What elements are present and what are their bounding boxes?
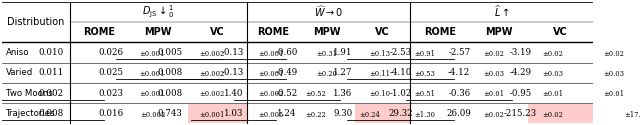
Text: ±0.002: ±0.002 bbox=[140, 111, 165, 119]
Text: Varied: Varied bbox=[6, 68, 33, 77]
Text: ±0.53: ±0.53 bbox=[415, 70, 436, 78]
Text: ROME: ROME bbox=[424, 27, 456, 37]
Text: ±0.002: ±0.002 bbox=[199, 50, 224, 58]
Text: ±0.10: ±0.10 bbox=[370, 90, 390, 98]
Text: ±0.001: ±0.001 bbox=[258, 50, 284, 58]
Text: ±0.001: ±0.001 bbox=[199, 111, 224, 119]
Text: -0.13: -0.13 bbox=[222, 48, 244, 57]
Text: ±0.03: ±0.03 bbox=[603, 70, 624, 78]
Text: ±0.01: ±0.01 bbox=[603, 90, 624, 98]
Text: -1.02: -1.02 bbox=[390, 89, 412, 98]
Text: Distribution: Distribution bbox=[7, 17, 64, 27]
Text: ±17.6: ±17.6 bbox=[625, 111, 640, 119]
Text: $\widehat{L} \uparrow$: $\widehat{L} \uparrow$ bbox=[494, 4, 509, 20]
Text: 1.40: 1.40 bbox=[223, 89, 243, 98]
Text: ±0.31: ±0.31 bbox=[316, 50, 337, 58]
Text: $D_{\mathrm{JS}} \downarrow_0^1$: $D_{\mathrm{JS}} \downarrow_0^1$ bbox=[142, 4, 175, 20]
Text: ±0.002: ±0.002 bbox=[199, 90, 224, 98]
Text: ±0.01: ±0.01 bbox=[483, 90, 504, 98]
Text: ±0.02: ±0.02 bbox=[483, 50, 504, 58]
Text: 9.30: 9.30 bbox=[333, 109, 352, 118]
Text: ±0.22: ±0.22 bbox=[305, 111, 326, 119]
Text: 29.32: 29.32 bbox=[388, 109, 413, 118]
Text: -0.52: -0.52 bbox=[276, 89, 298, 98]
FancyBboxPatch shape bbox=[188, 104, 247, 123]
Text: 0.011: 0.011 bbox=[38, 68, 64, 77]
Text: 0.026: 0.026 bbox=[98, 48, 123, 57]
Text: ±0.52: ±0.52 bbox=[305, 90, 326, 98]
Text: MPW: MPW bbox=[313, 27, 340, 37]
FancyBboxPatch shape bbox=[527, 104, 593, 123]
Text: ±0.01: ±0.01 bbox=[542, 90, 563, 98]
Text: -4.10: -4.10 bbox=[390, 68, 412, 77]
Text: -215.23: -215.23 bbox=[504, 109, 537, 118]
Text: ±0.24: ±0.24 bbox=[359, 111, 380, 119]
Text: Aniso: Aniso bbox=[6, 48, 30, 57]
Text: -4.29: -4.29 bbox=[509, 68, 532, 77]
Text: VC: VC bbox=[375, 27, 390, 37]
Text: 0.010: 0.010 bbox=[38, 48, 64, 57]
Text: ±0.03: ±0.03 bbox=[542, 70, 563, 78]
Text: 1.27: 1.27 bbox=[333, 68, 353, 77]
Text: ±0.02: ±0.02 bbox=[603, 50, 624, 58]
Text: 1.24: 1.24 bbox=[277, 109, 297, 118]
Text: ±0.002: ±0.002 bbox=[258, 90, 284, 98]
Text: ROME: ROME bbox=[257, 27, 289, 37]
Text: ±0.02: ±0.02 bbox=[542, 50, 563, 58]
Text: -4.12: -4.12 bbox=[448, 68, 470, 77]
Text: ±0.11: ±0.11 bbox=[370, 70, 390, 78]
Text: 0.002: 0.002 bbox=[39, 89, 64, 98]
Text: 0.005: 0.005 bbox=[157, 48, 182, 57]
Text: ±0.002: ±0.002 bbox=[199, 70, 224, 78]
Text: 0.025: 0.025 bbox=[98, 68, 123, 77]
Text: ±0.001: ±0.001 bbox=[140, 50, 165, 58]
Text: ±0.005: ±0.005 bbox=[258, 111, 284, 119]
Text: 26.09: 26.09 bbox=[447, 109, 472, 118]
Text: MPW: MPW bbox=[485, 27, 513, 37]
Text: -2.57: -2.57 bbox=[448, 48, 470, 57]
Text: ±0.91: ±0.91 bbox=[415, 50, 436, 58]
Text: 0.743: 0.743 bbox=[157, 109, 182, 118]
Text: 1.91: 1.91 bbox=[333, 48, 353, 57]
Text: ROME: ROME bbox=[83, 27, 115, 37]
Text: ±0.03: ±0.03 bbox=[483, 70, 504, 78]
Text: -0.13: -0.13 bbox=[222, 68, 244, 77]
Text: $\widehat{W} \rightarrow 0$: $\widehat{W} \rightarrow 0$ bbox=[314, 4, 343, 19]
FancyBboxPatch shape bbox=[355, 104, 410, 123]
Text: ±0.001: ±0.001 bbox=[258, 70, 284, 78]
Text: Two Moons: Two Moons bbox=[6, 89, 53, 98]
Text: VC: VC bbox=[210, 27, 225, 37]
Text: ±0.001: ±0.001 bbox=[140, 70, 165, 78]
Text: ±0.13: ±0.13 bbox=[370, 50, 390, 58]
Text: ±0.51: ±0.51 bbox=[415, 90, 436, 98]
Text: ±0.02: ±0.02 bbox=[483, 111, 504, 119]
Text: ±0.001: ±0.001 bbox=[140, 90, 165, 98]
Text: -0.36: -0.36 bbox=[448, 89, 470, 98]
Text: 0.008: 0.008 bbox=[157, 68, 182, 77]
Text: 0.008: 0.008 bbox=[38, 109, 64, 118]
Text: -3.19: -3.19 bbox=[509, 48, 532, 57]
Text: -0.60: -0.60 bbox=[276, 48, 298, 57]
Text: ±0.02: ±0.02 bbox=[542, 111, 563, 119]
Text: MPW: MPW bbox=[145, 27, 172, 37]
Text: ±0.20: ±0.20 bbox=[316, 70, 337, 78]
Text: 0.016: 0.016 bbox=[98, 109, 123, 118]
Text: 0.023: 0.023 bbox=[98, 89, 123, 98]
Text: ±1.30: ±1.30 bbox=[415, 111, 436, 119]
Text: Trajectories: Trajectories bbox=[6, 109, 56, 118]
Text: VC: VC bbox=[553, 27, 568, 37]
Text: -0.49: -0.49 bbox=[276, 68, 298, 77]
Text: -2.53: -2.53 bbox=[390, 48, 412, 57]
Text: 1.36: 1.36 bbox=[333, 89, 352, 98]
Text: -0.95: -0.95 bbox=[509, 89, 532, 98]
Text: 1.03: 1.03 bbox=[223, 109, 243, 118]
Text: 0.008: 0.008 bbox=[157, 89, 182, 98]
